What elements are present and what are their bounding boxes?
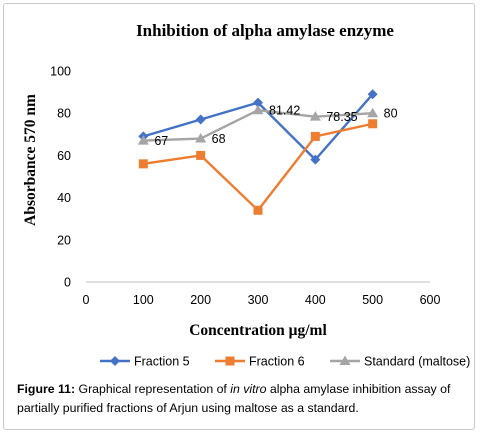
x-axis-title: Concentration μg/ml	[189, 322, 327, 339]
data-label: 67	[154, 134, 168, 148]
data-point	[195, 133, 207, 143]
y-tick-label: 60	[57, 149, 71, 163]
legend-marker	[339, 355, 351, 365]
legend-item: Fraction 5	[100, 355, 190, 369]
caption-text-before: Graphical representation of	[75, 382, 231, 396]
data-point	[367, 89, 378, 100]
caption-italic: in vitro	[230, 382, 267, 396]
legend-item: Fraction 6	[215, 355, 305, 369]
caption-text-after: alpha amylase inhibition assay of partia…	[17, 382, 451, 415]
x-tick-label: 200	[190, 293, 211, 307]
legend-marker	[110, 356, 120, 366]
x-tick-label: 500	[362, 293, 383, 307]
chart-title: Inhibition of alpha amylase enzyme	[136, 21, 394, 40]
figure-caption: Figure 11: Graphical representation of i…	[17, 380, 467, 418]
y-tick-label: 80	[57, 107, 71, 121]
data-label: 68	[212, 132, 226, 146]
y-tick-label: 100	[50, 65, 71, 79]
x-tick-label: 100	[133, 293, 154, 307]
legend-item: Standard (maltose)	[330, 355, 470, 369]
x-tick-label: 300	[248, 293, 269, 307]
data-point	[195, 114, 206, 125]
data-point	[253, 205, 263, 215]
caption-label: Figure 11:	[17, 382, 76, 396]
data-point	[252, 104, 264, 115]
y-tick-label: 20	[57, 233, 71, 247]
y-axis-title: Absorbance 570 nm	[22, 94, 39, 226]
data-point	[368, 119, 378, 129]
legend-label: Fraction 6	[249, 355, 305, 369]
x-tick-label: 600	[420, 293, 441, 307]
data-point	[367, 107, 379, 118]
series-standard-maltose	[137, 104, 379, 145]
data-label: 78.35	[326, 110, 357, 124]
legend-label: Standard (maltose)	[364, 355, 470, 369]
legend-label: Fraction 5	[134, 355, 190, 369]
data-label: 80	[384, 107, 398, 121]
data-point	[138, 159, 148, 169]
data-point	[310, 154, 321, 165]
data-label: 81.42	[269, 104, 300, 118]
data-point	[309, 111, 321, 121]
chart-frame	[3, 3, 475, 430]
data-point	[196, 150, 206, 160]
x-tick-label: 0	[83, 293, 90, 307]
series-fraction-6	[138, 119, 378, 215]
data-point	[310, 131, 320, 141]
data-point	[137, 135, 149, 145]
data-point	[253, 97, 263, 108]
y-tick-label: 0	[64, 276, 71, 290]
x-tick-label: 400	[305, 293, 326, 307]
series-fraction-5	[138, 89, 378, 165]
line-chart: Inhibition of alpha amylase enzyme Absor…	[22, 21, 470, 369]
series-line	[143, 122, 373, 212]
legend-marker	[225, 356, 235, 366]
y-tick-label: 40	[57, 191, 71, 205]
